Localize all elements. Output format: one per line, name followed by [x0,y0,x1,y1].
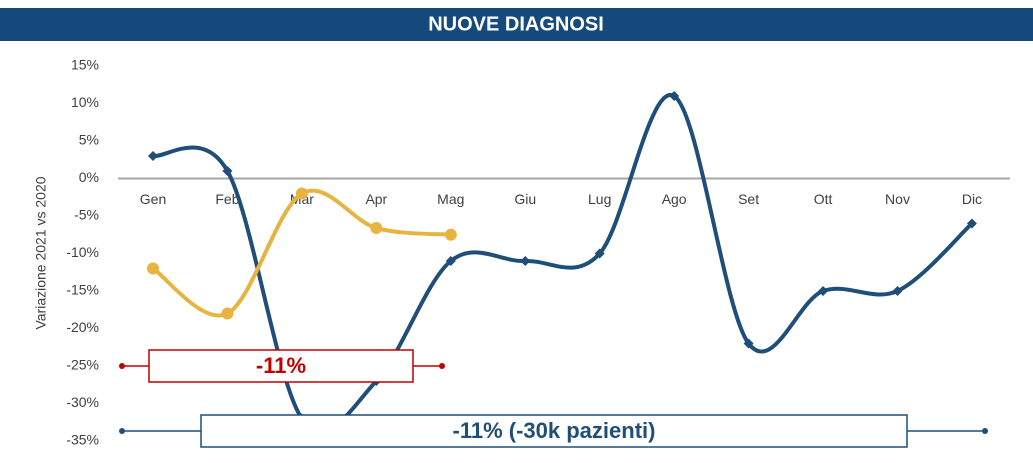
annotation-end [119,363,125,369]
point [295,187,308,200]
annotation-end [439,363,445,369]
y-tick-label: -5% [74,207,99,223]
x-tick-label: Ago [662,191,687,207]
point [520,256,531,266]
annotation-box [200,414,908,448]
x-tick-label: Ott [814,191,833,207]
point [966,218,977,229]
point [148,151,158,161]
x-tick-label: Mag [437,191,464,207]
y-tick-label: -30% [66,394,99,410]
annotation-text: -11% [256,353,306,378]
point [147,262,159,275]
point [221,307,234,320]
y-tick-label: -20% [66,319,99,335]
y-tick-label: 10% [71,94,99,110]
point [818,286,829,296]
y-tick-label: 0% [79,169,99,185]
point [445,256,456,266]
point [743,338,754,349]
x-tick-label: Dic [962,191,982,207]
annotation-end [119,428,125,434]
chart-title: NUOVE DIAGNOSI [428,13,604,35]
x-tick-label: Giu [514,191,536,207]
x-tick-label: Feb [215,191,239,207]
point [669,91,680,101]
y-axis-label: Variazione 2021 vs 2020 [33,176,49,329]
y-tick-label: 5% [79,132,99,148]
x-tick-label: Gen [140,191,166,207]
title-bar [0,8,1033,41]
y-tick-label: -15% [66,282,99,298]
x-tick-label: Apr [365,191,387,207]
y-tick-label: -10% [66,244,99,260]
point [222,166,233,176]
y-tick-label: 15% [71,57,99,73]
annotation-box [148,349,414,383]
point [892,286,903,296]
x-tick-label: Lug [588,191,611,207]
point [444,228,457,241]
point [370,222,383,234]
x-tick-label: Nov [885,191,910,207]
series-line [151,188,451,318]
point [594,248,605,259]
annotation-text: -11% (-30k pazienti) [453,418,656,443]
annotation-end [982,428,988,434]
y-tick-label: -35% [66,432,99,448]
y-tick-label: -25% [66,357,99,373]
x-tick-label: Set [738,191,759,207]
